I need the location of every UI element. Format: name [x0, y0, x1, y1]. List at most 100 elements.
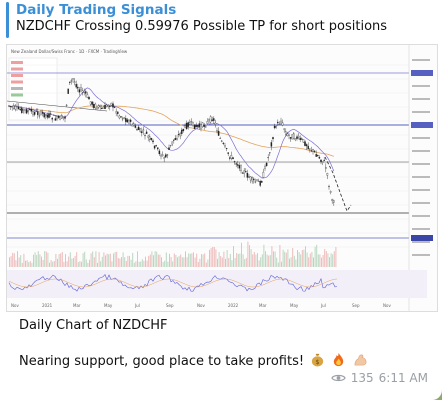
candle-body — [96, 106, 98, 110]
volume-bar — [66, 261, 68, 267]
volume-bar — [84, 251, 86, 267]
volume-bar — [44, 251, 46, 267]
volume-bar — [188, 253, 190, 267]
volume-bar — [33, 254, 34, 267]
volume-bar — [301, 250, 303, 267]
volume-bar — [57, 258, 58, 267]
candle-body — [169, 144, 172, 146]
candle-body — [94, 103, 97, 109]
volume-bar — [258, 260, 260, 267]
candle-body — [109, 106, 111, 107]
volume-bar — [305, 246, 306, 267]
view-count: 135 — [350, 371, 374, 385]
candle-body — [61, 115, 63, 119]
candle-body — [203, 125, 205, 127]
volume-bar — [207, 259, 209, 267]
candle-body — [149, 136, 151, 140]
volume-bar — [77, 262, 79, 267]
candle-body — [75, 83, 77, 88]
volume-bar — [65, 254, 66, 267]
volume-bar — [245, 257, 247, 267]
candle-body — [168, 147, 170, 150]
candle-body — [206, 121, 209, 124]
volume-bar — [169, 253, 170, 267]
volume-bar — [221, 257, 223, 267]
candle-body — [299, 137, 301, 141]
candle-body — [197, 125, 199, 127]
candle-body — [181, 129, 183, 134]
volume-bar — [177, 257, 178, 267]
candle-body — [296, 136, 298, 139]
candle-body — [40, 110, 42, 115]
volume-bar — [213, 247, 215, 267]
candle-body — [305, 144, 308, 147]
candle-body — [110, 102, 113, 106]
volume-bar — [17, 251, 18, 267]
volume-bar — [217, 258, 218, 267]
volume-bar — [26, 260, 28, 267]
candle-body — [123, 117, 125, 119]
volume-bar — [141, 259, 143, 267]
tradingview-chart: New Zealand Dollar/Swiss Franc · 1D · FX… — [7, 45, 437, 311]
volume-bar — [199, 258, 201, 267]
candle-body — [24, 109, 26, 111]
candle-body — [249, 176, 252, 181]
volume-bar — [23, 253, 25, 267]
candle-body — [321, 161, 324, 163]
time-tick-label: 2021 — [42, 303, 53, 308]
time-tick-label: Sep — [166, 303, 174, 308]
volume-bar — [109, 253, 111, 267]
volume-bar — [90, 253, 92, 267]
volume-bar — [129, 255, 130, 267]
channel-name[interactable]: Daily Trading Signals — [16, 2, 177, 18]
candle-body — [163, 157, 165, 159]
price-tick — [412, 215, 430, 217]
volume-bar — [93, 257, 95, 267]
volume-bar — [45, 251, 47, 267]
candle-body — [297, 135, 300, 138]
candle-body — [331, 199, 333, 202]
candle-body — [51, 117, 53, 120]
volume-bar — [265, 251, 266, 267]
volume-bar — [321, 257, 322, 267]
price-tick — [412, 176, 430, 178]
time-tick-label: Nov — [197, 303, 205, 308]
price-tick — [412, 98, 430, 100]
volume-bar — [20, 255, 22, 267]
candle-body — [310, 150, 313, 152]
chart-image[interactable]: New Zealand Dollar/Swiss Franc · 1D · FX… — [6, 44, 438, 312]
volume-bar — [71, 258, 73, 267]
reply-header[interactable]: Daily Trading Signals NZDCHF Crossing 0.… — [6, 0, 436, 42]
volume-bar — [236, 253, 238, 267]
volume-bar — [306, 252, 308, 267]
volume-bar — [317, 254, 319, 267]
candle-body — [237, 164, 239, 166]
volume-bar — [31, 262, 33, 267]
volume-bar — [159, 254, 161, 267]
candle-body — [33, 112, 36, 115]
volume-bar — [154, 251, 156, 267]
legend-row — [11, 74, 23, 77]
candle-body — [259, 181, 261, 186]
candle-body — [99, 104, 101, 108]
candle-body — [248, 176, 250, 178]
candle-body — [195, 124, 197, 128]
candle-body — [165, 154, 167, 158]
volume-bar — [183, 257, 185, 267]
volume-bar — [12, 252, 14, 267]
legend-row — [11, 80, 23, 84]
candle-body — [14, 106, 17, 110]
candle-body — [229, 157, 231, 159]
candle-body — [293, 133, 295, 139]
volume-bar — [13, 253, 15, 267]
price-tick — [412, 111, 430, 113]
candle-body — [301, 138, 303, 140]
candle-body — [309, 148, 311, 150]
candle-body — [174, 138, 177, 140]
projection-arrow — [324, 156, 352, 212]
candle-body — [230, 155, 233, 159]
candle-body — [118, 115, 121, 119]
candle-body — [150, 138, 153, 140]
volume-bar — [137, 251, 138, 267]
chart-symbol-title: New Zealand Dollar/Swiss Franc · 1D · FX… — [11, 49, 128, 54]
